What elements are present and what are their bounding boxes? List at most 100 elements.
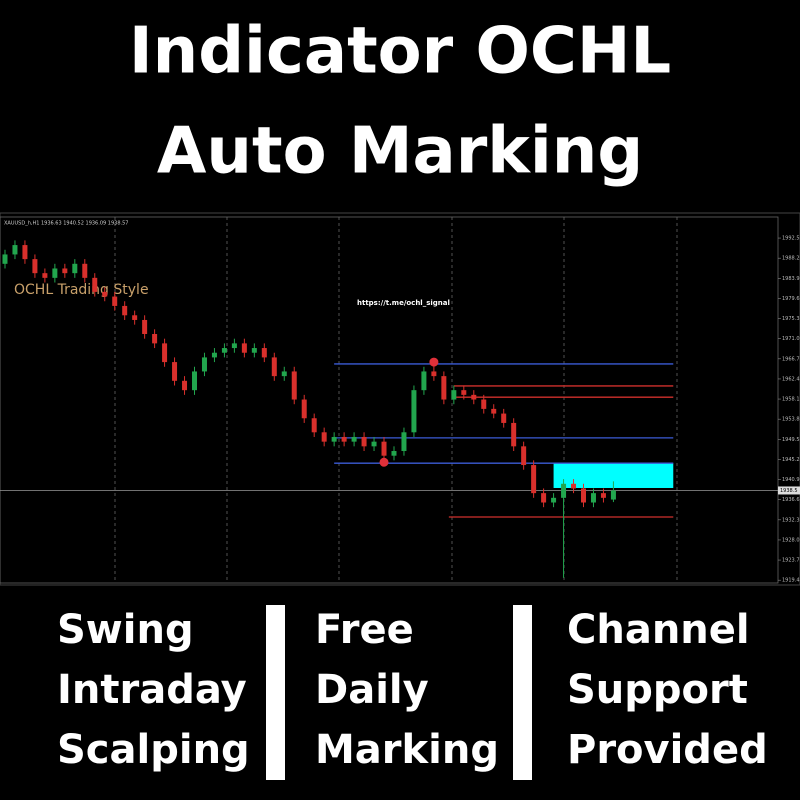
candle-body: [551, 497, 557, 503]
divider: [513, 605, 532, 780]
y-tick-label: 1936.6: [782, 497, 800, 503]
candle-body: [600, 493, 606, 498]
candle-body: [152, 334, 158, 344]
candle-body: [341, 436, 347, 442]
candle-body: [441, 376, 447, 400]
y-tick-label: 1979.6: [782, 296, 800, 302]
plot-border: [0, 216, 779, 584]
candle-body: [411, 390, 417, 433]
title-line: Indicator OCHL: [129, 15, 671, 89]
feature-text: Provided: [567, 727, 768, 773]
candle-body: [192, 371, 197, 391]
candle-body: [391, 451, 397, 456]
candle-body: [102, 291, 108, 297]
candle-body: [331, 436, 337, 442]
candle-body: [590, 493, 596, 503]
candle-body: [491, 408, 497, 414]
candle-body: [481, 399, 487, 409]
candle-body: [610, 490, 616, 500]
annotation: https://t.me/ochl_signal: [357, 299, 450, 307]
feature-text: Free: [315, 607, 414, 653]
candle-body: [241, 343, 247, 353]
candle-body: [461, 390, 467, 395]
feature-text: Channel: [567, 607, 750, 653]
candle-body: [321, 432, 327, 442]
candle-body: [381, 441, 387, 456]
candle-body: [182, 380, 188, 391]
candle-body: [2, 254, 8, 264]
chart: 1992.5 1988.2 1983.9 1979.6 1975.3 1971.0 1966…: [0, 236, 800, 584]
feature-columns: Swing Intraday Scalping Free Daily Marking Cha…: [57, 607, 768, 773]
candle-body: [32, 259, 38, 274]
candle-body: [271, 357, 277, 377]
candle-body: [471, 394, 477, 400]
feature-text: Intraday: [57, 667, 247, 713]
candle-body: [231, 343, 237, 349]
candle-body: [451, 390, 457, 400]
candle-body: [301, 399, 307, 419]
candle-body: [511, 422, 517, 447]
candle-body: [371, 441, 377, 447]
candle-body: [421, 371, 427, 391]
candle-body: [142, 319, 148, 335]
candle-body: [571, 483, 577, 489]
candle-body: [162, 343, 168, 363]
price-tag: [778, 486, 800, 495]
candle-body: [561, 483, 567, 498]
feature-text: Swing: [57, 607, 194, 653]
candle-body: [581, 488, 586, 503]
candle-body: [62, 268, 68, 274]
y-tick-label: 1966.7: [782, 356, 800, 362]
candle-body: [92, 277, 98, 292]
y-tick-label: 1971.0: [782, 336, 800, 342]
title-line: Auto Marking: [157, 115, 643, 189]
annotation: OCHL Trading Style: [14, 282, 149, 298]
candle-body: [431, 371, 437, 377]
y-tick-label: 1958.1: [782, 397, 800, 403]
candle-body: [501, 413, 507, 423]
y-tick-label: 1940.9: [782, 477, 800, 483]
candle-body: [401, 432, 407, 452]
y-tick-label: 1923.7: [782, 558, 800, 564]
candle-body: [132, 315, 138, 320]
candle-body: [52, 268, 58, 278]
candle-body: [122, 305, 128, 316]
candle-body: [82, 263, 88, 278]
screenshot-frame: [0, 212, 800, 586]
y-tick-label: 1962.4: [782, 376, 800, 382]
candle-body: [172, 362, 178, 381]
candle-body: [22, 245, 28, 260]
candle-body: [521, 446, 527, 466]
candle-body: [261, 348, 267, 358]
y-tick-label: 1975.3: [782, 316, 800, 322]
candle-body: [42, 273, 48, 278]
feature-text: Marking: [315, 727, 499, 773]
y-tick-label: 1919.4: [782, 578, 800, 584]
symbol-header: XAUUSD_h,H1 1936.63 1940.52 1936.09 1938…: [4, 221, 128, 227]
candle-body: [112, 296, 118, 306]
y-tick-label: 1928.0: [782, 537, 800, 543]
candle-body: [12, 245, 18, 255]
day-separators: [114, 217, 678, 583]
candle-body: [291, 371, 297, 400]
y-tick-label: 1992.5: [782, 236, 800, 242]
y-tick-label: 1932.3: [782, 517, 800, 523]
y-tick-label: 1988.2: [782, 256, 800, 262]
feature-text: Support: [567, 667, 748, 713]
candle-body: [351, 436, 357, 442]
y-tick-label: 1953.8: [782, 417, 800, 423]
candle-body: [201, 357, 207, 372]
candle-body: [281, 371, 287, 377]
feature-text: Daily: [315, 667, 429, 713]
candle-body: [311, 418, 317, 433]
y-tick-label: 1949.5: [782, 437, 800, 443]
swing-marker: [429, 357, 439, 367]
divider: [266, 605, 285, 780]
candle-body: [541, 493, 547, 503]
candle-body: [221, 348, 227, 353]
candle-body: [251, 348, 257, 353]
y-tick-label: 1983.9: [782, 276, 800, 282]
y-tick-label: 1945.2: [782, 457, 800, 463]
